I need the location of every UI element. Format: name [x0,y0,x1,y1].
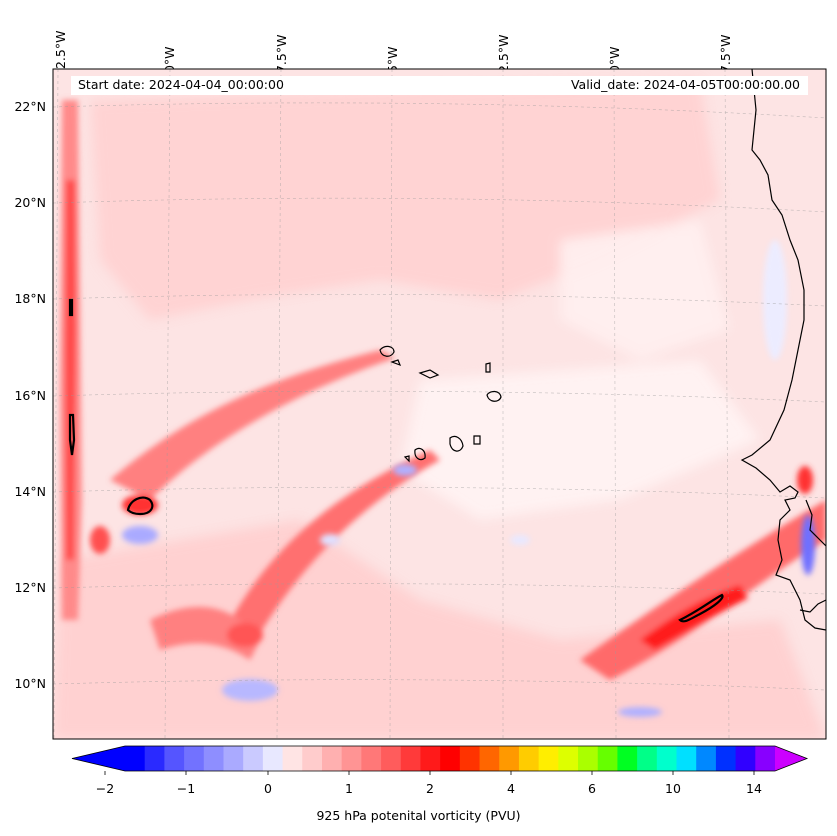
header-strip [71,76,808,95]
colorbar-swatch [735,746,756,771]
pv-field [53,69,826,739]
colorbar-swatch [459,746,481,771]
lat-label: 16°N [14,388,46,403]
colorbar-tick: −2 [95,781,115,796]
map-frame [52,68,827,740]
cape-verde-island [379,345,395,357]
colorbar-swatch [715,746,737,771]
colorbar-swatch [578,746,599,771]
pv-light-region [560,220,730,360]
colorbar-swatch [223,746,244,771]
colorbar-tick: 0 [264,781,272,796]
colorbar-tick: 2 [426,781,434,796]
pv-negative-patch [393,464,417,476]
colorbar-swatch [262,746,284,771]
lat-label: 10°N [14,676,46,691]
coastline-segment [799,599,826,613]
pv-negative-patch [122,526,158,544]
cape-verde-island [473,435,481,445]
pv-negative-patch [801,515,815,575]
colorbar-tick: −1 [176,781,196,796]
colorbar-label: 925 hPa potenital vorticity (PVU) [316,808,521,823]
pv-hotspot [227,623,263,647]
pv-streak-west-core [65,180,76,560]
start-date-label: Start date: 2024-04-04_00:00:00 [78,77,284,92]
colorbar-swatch [164,746,185,771]
lat-label: 12°N [14,580,46,595]
colorbar-swatch [479,746,500,771]
coastlines [379,69,826,631]
pv-contours [68,298,724,623]
colorbar-swatch [203,746,224,771]
colorbar-swatch [637,746,658,771]
cape-verde-island [418,369,440,379]
colorbar-swatch [243,746,264,771]
coastline-segment [805,499,826,547]
pv-streak-north [110,350,395,500]
colorbar-swatch [499,746,520,771]
colorbar [71,745,809,775]
colorbar-swatch [341,746,362,771]
colorbar-swatch [558,746,579,771]
valid-date-label: Valid_date: 2024-04-05T00:00:00.00 [570,77,800,92]
colorbar-swatch [321,746,343,771]
pv-negative-patch [510,535,530,545]
colorbar-swatch [755,746,776,771]
colorbar-swatch [696,746,717,771]
pv-negative-patch [222,679,278,701]
colorbar-swatch [125,746,146,771]
pv-streak-southeast [580,500,826,680]
africa-coastline [740,69,826,631]
cape-verde-island [485,362,491,373]
pv-hotspot [797,466,813,494]
colorbar-tick: 4 [507,781,515,796]
colorbar-swatch [538,746,559,771]
lat-label: 14°N [14,484,46,499]
colorbar-swatch [144,746,165,771]
colorbar-swatch [617,746,638,771]
pv-negative-patch [320,534,340,546]
pv-hotspot [90,526,110,554]
pv-negative-patch [618,707,662,717]
cape-verde-island [414,447,426,461]
colorbar-tick: 1 [345,781,353,796]
colorbar-under-arrow [72,746,125,771]
cape-verde-island [449,435,464,452]
colorbar-swatch [302,746,323,771]
colorbar-swatch [597,746,618,771]
lat-label: 20°N [14,195,46,210]
colorbar-swatch [282,746,303,771]
colorbar-swatch [420,746,441,771]
lat-label: 22°N [14,99,46,114]
pv-streak-southwest [150,606,260,660]
cape-verde-island [390,359,402,367]
colorbar-swatch [361,746,382,771]
cape-verde-island [486,390,502,402]
pv-streak-center [220,450,440,650]
gridlines [53,69,826,739]
colorbar-swatch [676,746,697,771]
lat-label: 18°N [14,291,46,306]
colorbar-tick: 10 [665,781,681,796]
colorbar-swatch [440,746,461,771]
cape-verde-island [403,455,410,463]
colorbar-swatch [518,746,540,771]
colorbar-tick: 14 [746,781,762,796]
colorbar-swatch [381,746,402,771]
colorbar-swatch [184,746,205,771]
colorbar-outline [71,745,809,772]
colorbar-swatch [400,746,421,771]
colorbar-over-arrow [775,746,807,771]
pv-negative-patch [763,240,787,360]
colorbar-swatch [656,746,678,771]
colorbar-tick: 6 [588,781,596,796]
